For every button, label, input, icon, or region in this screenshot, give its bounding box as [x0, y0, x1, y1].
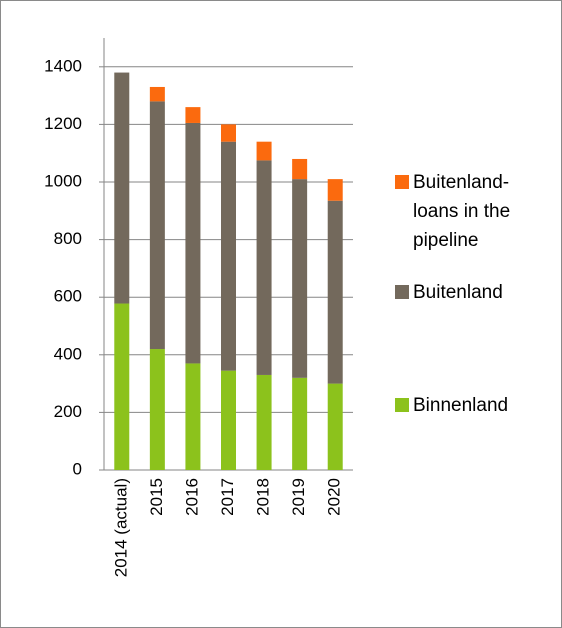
- bar-segment: [114, 303, 130, 470]
- y-tick-label: 400: [54, 344, 82, 363]
- y-tick-label: 200: [54, 402, 82, 421]
- bar-segment: [292, 377, 308, 470]
- legend-label: Binnenland: [413, 395, 509, 416]
- bar-segment: [327, 200, 343, 384]
- bar-segment: [114, 72, 130, 304]
- x-tick-label: 2018: [254, 478, 273, 516]
- y-tick-label: 1200: [44, 114, 82, 133]
- bar-segment: [185, 122, 201, 364]
- y-tick-label: 1400: [44, 56, 82, 75]
- y-tick-label: 0: [73, 459, 82, 478]
- x-tick-label: 2016: [182, 478, 201, 516]
- bar-segment: [256, 374, 272, 470]
- x-tick-label: 2015: [147, 478, 166, 516]
- bar-segment: [185, 363, 201, 470]
- bar-segment: [327, 179, 343, 201]
- y-tick-label: 600: [54, 287, 82, 306]
- y-tick-label: 1000: [44, 171, 82, 190]
- legend-label: Buitenland: [413, 282, 503, 303]
- legend-label: Buitenland-loans in the pipeline: [413, 172, 511, 251]
- bar-segment: [149, 101, 165, 350]
- x-tick-label: 2020: [325, 478, 344, 516]
- x-tick-label: 2019: [289, 478, 308, 516]
- bar-segment: [221, 370, 236, 470]
- bar-segment: [256, 160, 272, 375]
- y-tick-label: 800: [54, 229, 82, 248]
- x-tick-label: 2014 (actual): [111, 478, 130, 577]
- bar-segment: [221, 141, 236, 371]
- bar-segment: [327, 383, 343, 470]
- bar-segment: [256, 141, 272, 161]
- bar-segment: [149, 86, 165, 102]
- bar-segment: [292, 179, 308, 378]
- legend-swatch: [395, 398, 409, 412]
- legend-swatch: [395, 175, 409, 189]
- legend-swatch: [395, 285, 409, 299]
- bar-segment: [221, 124, 236, 142]
- bar-segment: [149, 349, 165, 470]
- bar-segment: [292, 158, 308, 180]
- x-tick-label: 2017: [218, 478, 237, 516]
- bar-segment: [185, 107, 201, 123]
